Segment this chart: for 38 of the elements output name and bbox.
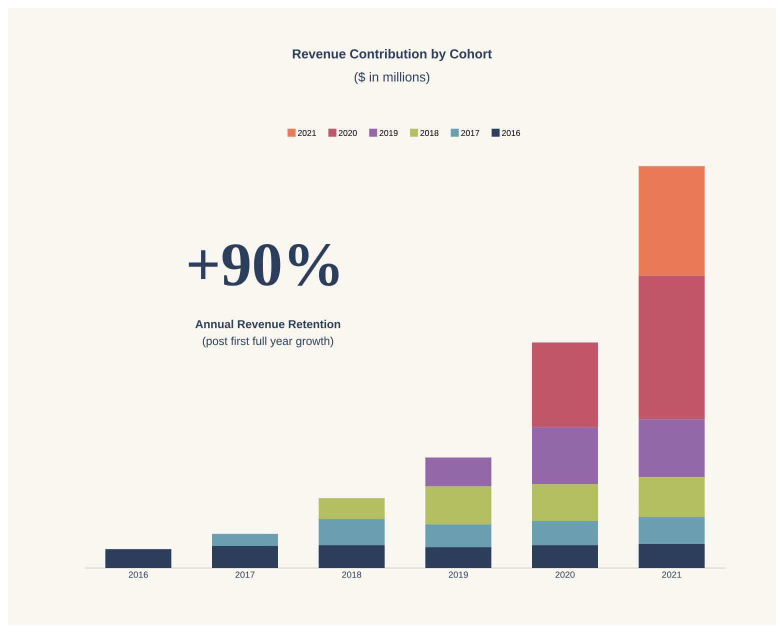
x-tick-label: 2020	[555, 572, 575, 578]
bar	[532, 520, 598, 546]
bar	[318, 518, 385, 546]
x-tick-label: 2016	[128, 572, 148, 578]
bar	[532, 342, 598, 428]
bar	[425, 486, 492, 524]
bar	[638, 544, 705, 568]
legend-label: 2016	[502, 130, 520, 136]
legend-label: 2018	[420, 130, 438, 136]
x-tick-label: 2021	[662, 572, 682, 578]
bar	[532, 545, 598, 568]
legend-label: 2020	[338, 130, 357, 136]
bar	[318, 498, 385, 519]
chart-title: Revenue Contribution by Cohort	[292, 48, 492, 62]
annotation: Annual Revenue Retention	[195, 320, 340, 328]
bar	[425, 524, 492, 548]
bar	[425, 457, 492, 486]
bar	[212, 534, 278, 546]
chart-subtitle: ($ in millions)	[354, 72, 430, 84]
bar	[638, 166, 705, 276]
bar	[212, 546, 278, 568]
annotation: +90%	[188, 244, 339, 286]
bar	[532, 427, 598, 484]
x-tick-label: 2018	[342, 572, 362, 578]
legend-label: 2021	[298, 130, 316, 136]
legend-label: 2017	[461, 130, 480, 136]
bar	[532, 484, 598, 521]
bar	[638, 477, 705, 517]
legend-label: 2019	[380, 130, 398, 136]
annotation: (post first full year growth)	[202, 336, 334, 348]
bar	[318, 545, 385, 568]
bar	[425, 547, 492, 568]
bar	[638, 419, 705, 478]
bar	[105, 549, 172, 568]
bar	[638, 516, 705, 544]
bar	[638, 276, 705, 420]
x-tick-label: 2019	[448, 572, 468, 578]
x-tick-label: 2017	[235, 572, 255, 578]
